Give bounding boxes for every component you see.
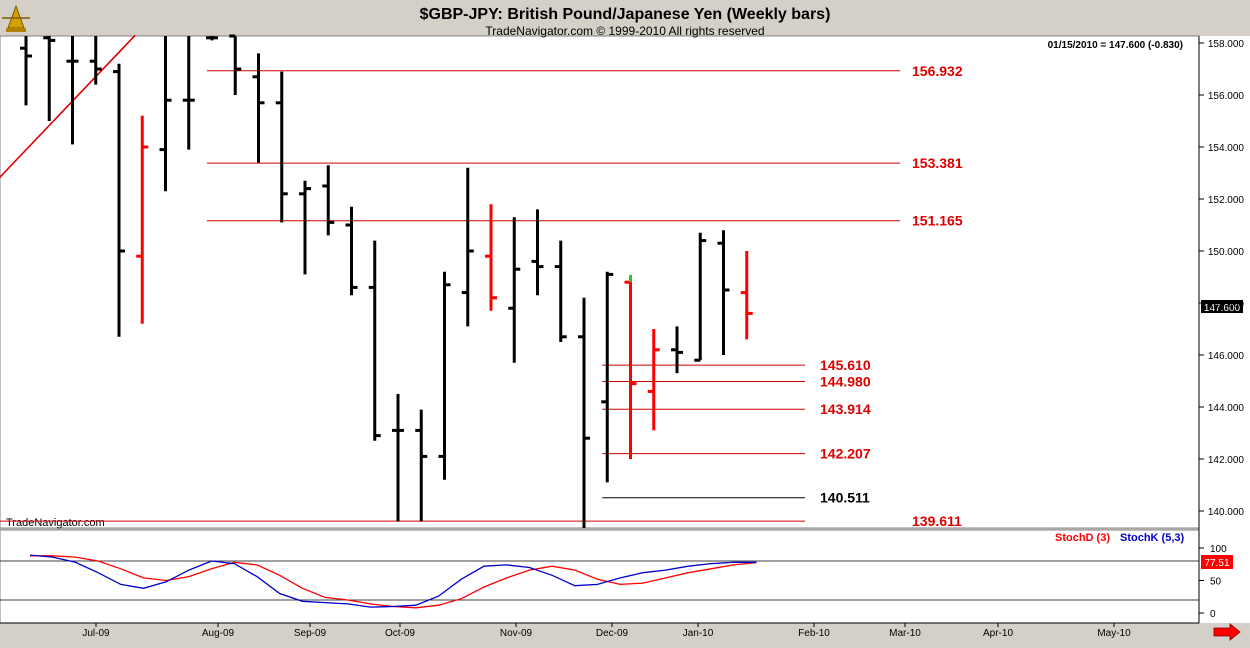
price-y-tick-label: 148.000 — [1208, 299, 1245, 310]
legend-stochd: StochD (3) — [1055, 532, 1110, 544]
ohlc-bar — [275, 71, 288, 223]
trade-navigator-compass-icon[interactable] — [2, 4, 30, 32]
ohlc-bar — [461, 167, 474, 327]
last-stoch-label: 77.51 — [1204, 558, 1229, 569]
level-label: 140.511 — [820, 490, 870, 506]
ohlc-bar — [578, 297, 590, 528]
quote-readout: 01/15/2010 = 147.600 (-0.830) — [1048, 40, 1183, 51]
ohlc-bar — [20, 36, 32, 106]
x-tick-label: May-10 — [1097, 628, 1131, 639]
ohlc-bar — [508, 217, 521, 363]
ohlc-bar — [43, 36, 56, 121]
ohlc-bar — [740, 251, 753, 340]
ohlc-bar — [392, 394, 404, 522]
ohlc-bar — [694, 232, 707, 362]
x-tick-label: Nov-09 — [500, 628, 533, 639]
level-label: 145.610 — [820, 357, 871, 373]
ohlc-bar — [438, 271, 451, 480]
level-label: 144.980 — [820, 374, 871, 390]
level-label: 139.611 — [912, 513, 962, 529]
legend-stochk: StochK (5,3) — [1120, 532, 1185, 544]
ohlc-bar — [322, 165, 335, 236]
ohlc-bar — [182, 36, 195, 150]
ohlc-bar — [159, 36, 172, 192]
ohlc-bar — [485, 204, 497, 311]
x-tick-label: Sep-09 — [294, 628, 327, 639]
level-label: 142.207 — [820, 446, 871, 462]
ohlc-bar — [415, 409, 428, 522]
ohlc-bar — [624, 277, 637, 459]
ohlc-bar — [113, 63, 125, 337]
last-price-tag — [1201, 300, 1243, 313]
ohlc-bar — [89, 36, 102, 85]
x-tick-label: Feb-10 — [798, 628, 830, 639]
price-y-tick-label: 158.000 — [1208, 39, 1245, 50]
level-label: 143.914 — [820, 401, 871, 417]
stoch-y-tick-label: 100 — [1210, 544, 1227, 555]
price-y-tick-label: 150.000 — [1208, 247, 1245, 258]
stochk-line — [29, 554, 757, 608]
ohlc-bar — [299, 180, 311, 275]
price-y-tick-label: 146.000 — [1208, 351, 1245, 362]
x-tick-label: Mar-10 — [889, 628, 921, 639]
last-stoch-tag — [1201, 555, 1233, 569]
ohlc-bar — [368, 240, 381, 441]
level-label: 153.381 — [912, 155, 963, 171]
price-y-tick-label: 144.000 — [1208, 403, 1245, 414]
level-label: 151.165 — [912, 213, 963, 229]
x-tick-label: Jul-09 — [82, 628, 110, 639]
ohlc-bar — [531, 209, 544, 296]
ohlc-bar — [717, 230, 730, 355]
x-tick-label: Apr-10 — [983, 628, 1013, 639]
x-tick-label: Aug-09 — [202, 628, 235, 639]
ohlc-bar — [601, 271, 614, 483]
stoch-y-tick-label: 50 — [1210, 577, 1222, 588]
chart-subtitle: TradeNavigator.com © 1999-2010 All right… — [485, 24, 764, 38]
ohlc-bar — [671, 326, 683, 374]
stochastic-panel — [0, 529, 1200, 624]
price-panel — [0, 35, 1200, 529]
watermark-label: TradeNavigator.com — [6, 517, 105, 529]
level-label: 156.932 — [912, 63, 963, 79]
stoch-y-tick-label: 0 — [1210, 609, 1216, 620]
price-y-tick-label: 142.000 — [1208, 455, 1245, 466]
price-y-tick-label: 140.000 — [1208, 507, 1245, 518]
x-tick-label: Dec-09 — [596, 628, 629, 639]
ohlc-bar — [66, 36, 79, 145]
ohlc-bar — [554, 240, 567, 342]
ohlc-bar — [647, 329, 660, 431]
x-tick-label: Oct-09 — [385, 628, 415, 639]
price-y-tick-label: 154.000 — [1208, 143, 1245, 154]
chart-title: $GBP-JPY: British Pound/Japanese Yen (We… — [420, 6, 831, 23]
ohlc-bar — [136, 115, 149, 324]
scroll-right-arrow-icon[interactable] — [1213, 623, 1241, 641]
trendline — [0, 34, 136, 179]
last-price-label: 147.600 — [1204, 303, 1241, 314]
ohlc-bar — [229, 34, 242, 95]
x-tick-label: Jan-10 — [683, 628, 714, 639]
price-y-tick-label: 152.000 — [1208, 195, 1245, 206]
ohlc-bar — [252, 53, 265, 163]
price-y-tick-label: 156.000 — [1208, 91, 1245, 102]
ohlc-bar — [206, 36, 218, 41]
ohlc-bar — [345, 206, 358, 296]
y-axis-area — [1199, 36, 1250, 623]
